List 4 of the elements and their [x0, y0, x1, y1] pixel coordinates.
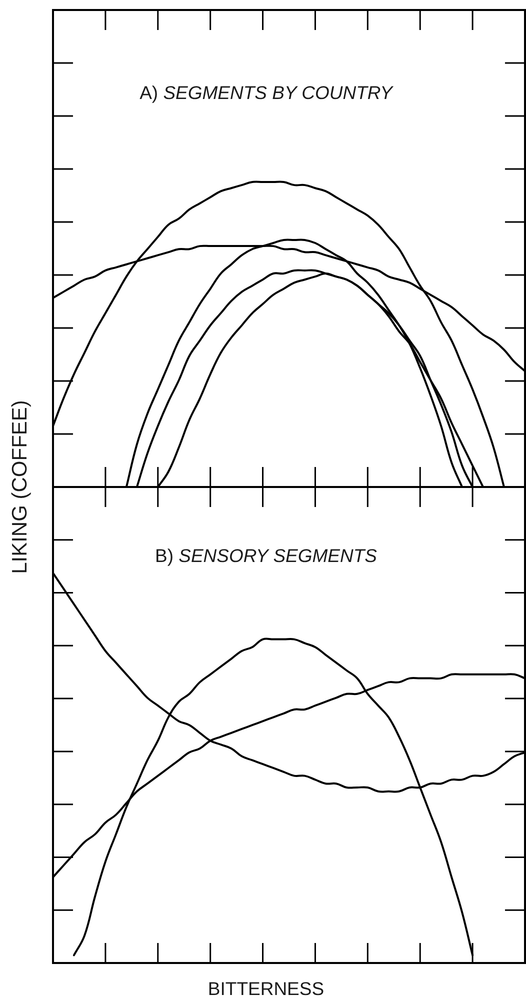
x-axis-title: BITTERNESS — [208, 978, 324, 999]
y-axis-title: LIKING (COFFEE) — [8, 400, 32, 574]
text: B) SENSORY SEGMENTS — [154, 545, 378, 566]
text: A) SEGMENTS BY COUNTRY — [140, 82, 392, 103]
